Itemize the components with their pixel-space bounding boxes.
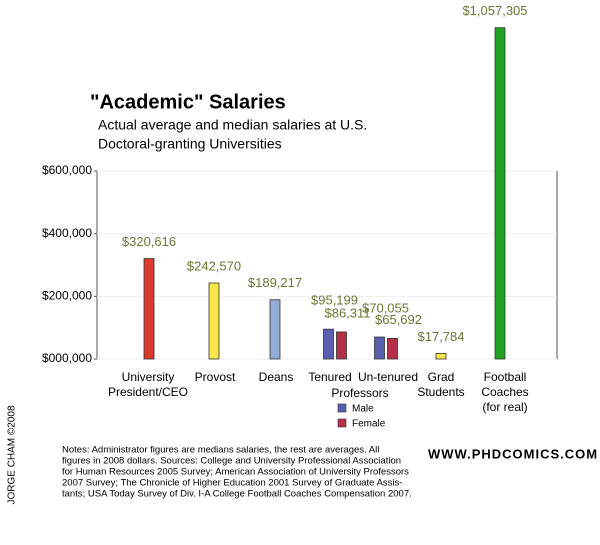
y-tick-label: $400,000 — [42, 226, 92, 240]
value-label: $242,570 — [187, 258, 241, 273]
x-tick-label: Tenured — [308, 370, 351, 384]
y-tick-label: $200,000 — [42, 289, 92, 303]
x-tick-label: Provost — [195, 370, 236, 384]
x-tick-label: Football — [484, 370, 527, 384]
group-label: Professors — [331, 386, 388, 400]
bar — [374, 336, 385, 360]
x-tick-label: Un-tenured — [358, 370, 418, 384]
value-label: $17,784 — [418, 329, 465, 344]
credit: JORGE CHAM ©2008 — [7, 405, 18, 505]
value-label: $189,217 — [248, 275, 302, 290]
chart-subtitle: Doctoral-granting Universities — [98, 136, 282, 152]
bar — [387, 338, 398, 360]
legend-swatch — [337, 403, 347, 413]
legend-swatch — [337, 418, 347, 428]
chart-title: "Academic" Salaries — [90, 91, 286, 113]
x-tick-label: President/CEO — [108, 385, 188, 399]
bar — [494, 27, 506, 360]
legend-label: Female — [352, 419, 386, 430]
value-label: $95,199 — [311, 293, 358, 308]
value-label: $70,055 — [362, 300, 409, 315]
legend-label: Male — [352, 404, 374, 415]
x-tick-label: Grad — [428, 370, 455, 384]
website: WWW.PHDCOMICS.COM — [428, 446, 598, 461]
x-tick-label: (for real) — [482, 400, 527, 414]
note-line: figures in 2008 dollars. Sources: Colleg… — [62, 456, 401, 467]
bar — [269, 299, 281, 360]
value-label: $86,311 — [324, 305, 370, 320]
bar — [336, 331, 347, 360]
note-line: tants; USA Today Survey of Div. I-A Coll… — [62, 489, 412, 500]
x-tick-label: Coaches — [481, 385, 528, 399]
x-tick-label: Students — [417, 385, 464, 399]
chart-subtitle: Actual average and median salaries at U.… — [98, 117, 367, 133]
note-line: Notes: Administrator figures are medians… — [62, 445, 379, 456]
value-label: $65,692 — [375, 312, 422, 327]
bar — [323, 328, 334, 360]
x-tick-label: University — [122, 370, 175, 384]
bar — [435, 353, 447, 360]
bar — [208, 282, 220, 360]
bar — [143, 258, 155, 360]
note-line: 2007 Survey; The Chronicle of Higher Edu… — [62, 478, 402, 489]
value-label: $1,057,305 — [462, 3, 527, 18]
x-tick-label: Deans — [259, 370, 294, 384]
y-tick-label: $000,000 — [42, 351, 92, 365]
value-label: $320,616 — [122, 234, 176, 249]
y-tick-label: $600,000 — [42, 163, 92, 177]
note-line: for Human Resources 2005 Survey; America… — [62, 467, 409, 478]
